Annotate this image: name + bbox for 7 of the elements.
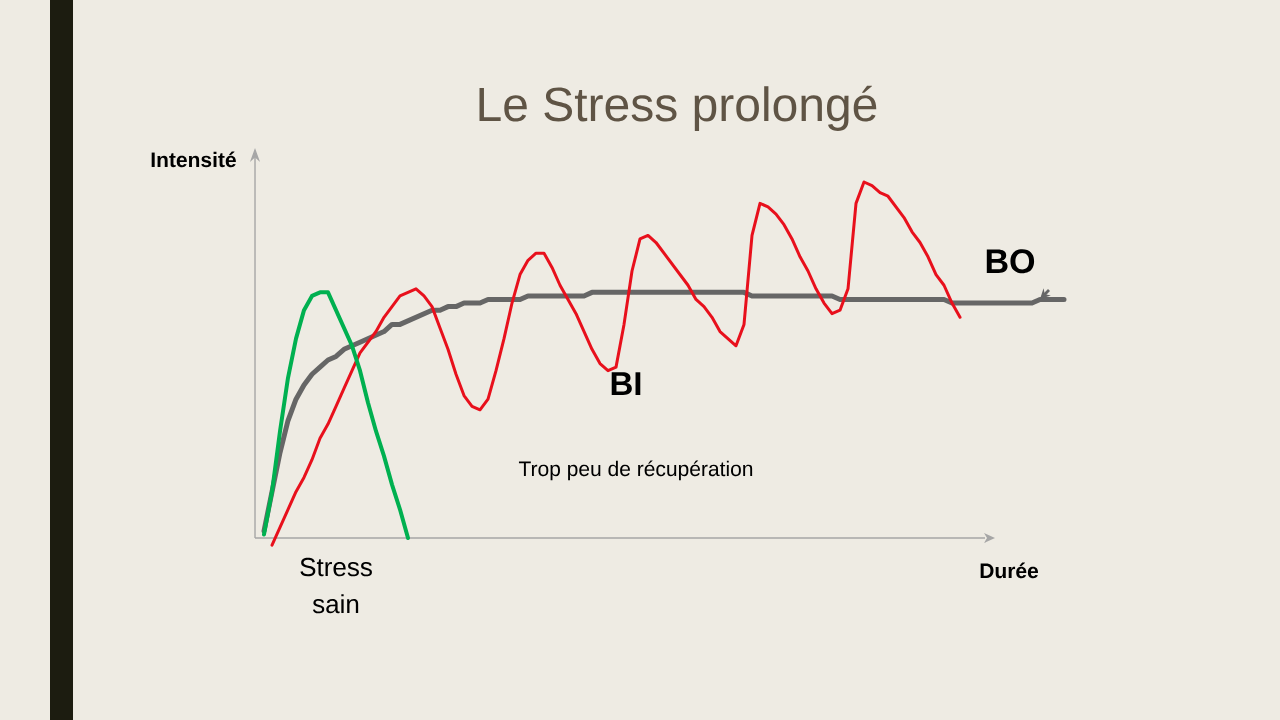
- chart-title: Le Stress prolongé: [479, 85, 877, 131]
- annotation: Trop peu de récupération: [518, 460, 753, 481]
- annotation: BI: [611, 372, 641, 395]
- annotation: BO: [986, 249, 1035, 274]
- y-axis-title: Intensité: [151, 151, 236, 168]
- x-axis-title: Durée: [980, 562, 1039, 579]
- series-label: Stress sain: [300, 557, 372, 614]
